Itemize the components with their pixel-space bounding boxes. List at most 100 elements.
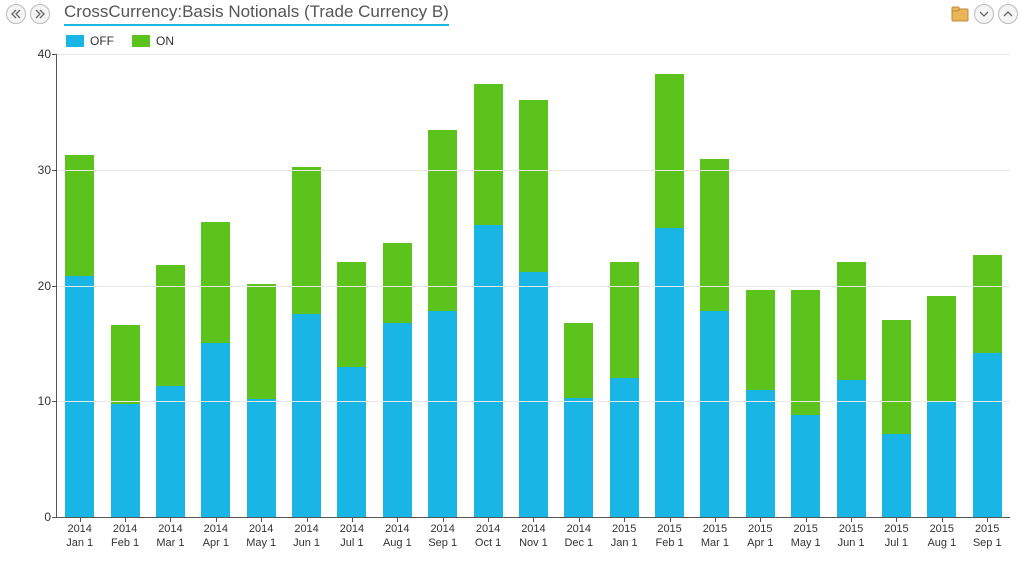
x-tick <box>942 517 943 522</box>
x-tick-label: 2014Apr 1 <box>203 523 229 551</box>
bar[interactable] <box>973 255 1002 517</box>
bar-segment-off <box>973 353 1002 517</box>
gridline <box>57 54 1010 55</box>
bar[interactable] <box>474 84 503 517</box>
gridline <box>57 170 1010 171</box>
bar[interactable] <box>882 320 911 517</box>
bar-segment-on <box>65 155 94 277</box>
prev-button[interactable] <box>6 4 26 24</box>
x-tick-label: 2014Sep 1 <box>428 523 457 551</box>
chart-area: OFF ON 2014Jan 12014Feb 12014Mar 12014Ap… <box>0 28 1024 564</box>
x-tick <box>352 517 353 522</box>
bar[interactable] <box>837 262 866 517</box>
x-tick <box>624 517 625 522</box>
x-tick-label: 2015Mar 1 <box>701 523 729 551</box>
x-tick-label: 2014Mar 1 <box>156 523 184 551</box>
x-tick <box>987 517 988 522</box>
bar-segment-off <box>655 228 684 517</box>
plot-area: 2014Jan 12014Feb 12014Mar 12014Apr 12014… <box>56 54 1010 518</box>
bar[interactable] <box>927 296 956 517</box>
x-tick <box>896 517 897 522</box>
x-tick-label: 2015Feb 1 <box>655 523 683 551</box>
bar-segment-on <box>428 130 457 311</box>
legend-item-off[interactable]: OFF <box>66 34 114 48</box>
bar[interactable] <box>746 290 775 517</box>
bar-segment-off <box>65 276 94 517</box>
bar[interactable] <box>519 100 548 517</box>
x-tick-label: 2014Jan 1 <box>66 523 93 551</box>
bar[interactable] <box>791 290 820 517</box>
x-tick-label: 2014Jun 1 <box>293 523 320 551</box>
x-tick <box>806 517 807 522</box>
bar-segment-off <box>564 398 593 517</box>
y-tick <box>52 170 57 171</box>
x-tick <box>488 517 489 522</box>
x-tick-label: 2014Nov 1 <box>519 523 548 551</box>
x-tick <box>533 517 534 522</box>
bar-segment-on <box>474 84 503 225</box>
x-tick-label: 2014Oct 1 <box>475 523 501 551</box>
x-tick-label: 2015Apr 1 <box>747 523 773 551</box>
x-tick <box>125 517 126 522</box>
legend: OFF ON <box>66 34 174 48</box>
x-tick-label: 2014Feb 1 <box>111 523 139 551</box>
bar-segment-on <box>111 325 140 404</box>
x-tick-label: 2015Jan 1 <box>611 523 638 551</box>
bar[interactable] <box>111 325 140 517</box>
legend-item-on[interactable]: ON <box>132 34 174 48</box>
gridline <box>57 401 1010 402</box>
bar-segment-off <box>292 314 321 517</box>
bar-segment-off <box>519 272 548 517</box>
bar-segment-on <box>156 265 185 387</box>
bar-segment-off <box>610 378 639 517</box>
x-tick <box>715 517 716 522</box>
collapse-up-icon[interactable] <box>998 4 1018 24</box>
bar-segment-on <box>791 290 820 415</box>
x-tick <box>443 517 444 522</box>
bar-segment-off <box>383 323 412 517</box>
x-tick <box>307 517 308 522</box>
bar-segment-on <box>655 74 684 228</box>
bar-segment-on <box>383 243 412 323</box>
x-tick-label: 2014May 1 <box>246 523 276 551</box>
bar-segment-off <box>746 390 775 517</box>
bar[interactable] <box>564 323 593 517</box>
bar-segment-off <box>428 311 457 517</box>
bar[interactable] <box>610 262 639 517</box>
x-tick-label: 2014Dec 1 <box>564 523 593 551</box>
x-tick-label: 2015Jul 1 <box>884 523 908 551</box>
bar-segment-off <box>700 311 729 517</box>
x-tick-label: 2014Jul 1 <box>340 523 364 551</box>
bar-segment-off <box>882 434 911 517</box>
export-icon[interactable] <box>950 4 970 24</box>
bar-segment-off <box>791 415 820 517</box>
x-tick <box>261 517 262 522</box>
bar[interactable] <box>428 130 457 517</box>
bar[interactable] <box>383 243 412 517</box>
x-tick <box>170 517 171 522</box>
bar-segment-on <box>746 290 775 390</box>
bar[interactable] <box>65 155 94 517</box>
legend-swatch-on <box>132 35 150 47</box>
x-tick-label: 2015Aug 1 <box>927 523 956 551</box>
bar-segment-on <box>973 255 1002 352</box>
legend-label-off: OFF <box>90 34 114 48</box>
bar-segment-on <box>610 262 639 378</box>
x-tick <box>670 517 671 522</box>
toolbar: CrossCurrency:Basis Notionals (Trade Cur… <box>0 0 1024 28</box>
collapse-down-icon[interactable] <box>974 4 994 24</box>
x-tick-label: 2015Sep 1 <box>973 523 1002 551</box>
bar-segment-on <box>700 159 729 311</box>
bar-segment-on <box>564 323 593 398</box>
next-button[interactable] <box>30 4 50 24</box>
bar[interactable] <box>201 222 230 517</box>
bar-segment-off <box>337 367 366 517</box>
bar[interactable] <box>292 167 321 517</box>
bar[interactable] <box>655 74 684 517</box>
bar[interactable] <box>156 265 185 517</box>
bar[interactable] <box>700 159 729 517</box>
bar-segment-on <box>247 284 276 399</box>
app-window: CrossCurrency:Basis Notionals (Trade Cur… <box>0 0 1024 564</box>
x-tick <box>216 517 217 522</box>
bar[interactable] <box>337 262 366 517</box>
